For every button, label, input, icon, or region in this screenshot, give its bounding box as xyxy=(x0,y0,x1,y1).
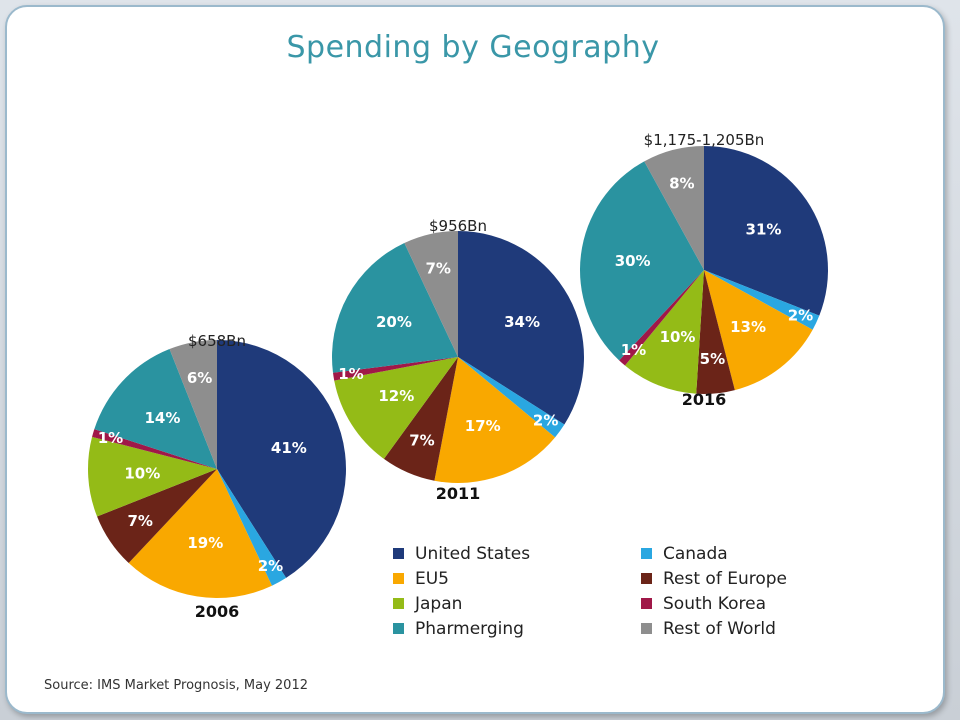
slice-label-2006-eu5: 19% xyxy=(187,534,223,552)
total-label-2011: $956Bn xyxy=(429,217,487,235)
slice-2016-canada xyxy=(704,270,820,330)
slice-2006-rest-of-europe xyxy=(97,469,217,564)
slice-label-2011-eu5: 17% xyxy=(465,417,501,435)
slice-label-2011-rest-of-world: 7% xyxy=(425,259,450,277)
slice-label-2006-united-states: 41% xyxy=(271,439,307,457)
slice-label-2016-japan: 10% xyxy=(660,328,696,346)
pie-2016: 31% 2% 13% 5%10% 1% 30% 8% $1,175-1,205Bn 2016 xyxy=(580,131,828,409)
slice-2006-pharmerging xyxy=(94,349,217,469)
slice-label-2011-south-korea: 1% xyxy=(338,365,363,383)
year-label-2006: 2006 xyxy=(195,602,240,621)
legend-item-united-states: United States xyxy=(393,542,641,565)
slice-label-2006-japan: 10% xyxy=(124,465,160,483)
legend-swatch xyxy=(641,548,652,559)
slice-2011-japan xyxy=(334,357,458,459)
legend-label: Japan xyxy=(415,593,463,614)
slice-label-2011-japan: 12% xyxy=(378,387,414,405)
slice-2016-rest-of-world xyxy=(644,146,704,270)
slice-2011-pharmerging xyxy=(332,242,458,373)
legend-item-japan: Japan xyxy=(393,592,641,615)
legend-label: Rest of Europe xyxy=(663,568,788,589)
slice-2016-south-korea xyxy=(619,270,704,366)
legend-item-rest-of-europe: Rest of Europe xyxy=(641,567,831,590)
slice-2006-japan xyxy=(88,436,218,517)
pie-2006: 41% 2% 19% 7% 10%1% 14% 6% $658Bn 2006 xyxy=(88,332,346,621)
slice-label-2016-rest-of-europe: 5% xyxy=(700,350,725,368)
slice-label-2016-south-korea: 1% xyxy=(621,341,646,359)
slice-label-2011-pharmerging: 20% xyxy=(376,313,412,331)
slice-2016-rest-of-europe xyxy=(696,270,735,394)
legend-item-south-korea: South Korea xyxy=(641,592,831,615)
slice-label-2011-canada: 2% xyxy=(533,412,558,430)
pie-2011: 34% 2% 17% 7% 12% 1% 20% 7% $956Bn 2011 xyxy=(332,217,584,503)
slice-2011-canada xyxy=(458,357,565,438)
page-title: Spending by Geography xyxy=(286,30,660,65)
legend-swatch xyxy=(641,598,652,609)
legend-swatch xyxy=(393,548,404,559)
slice-label-2006-south-korea: 1% xyxy=(98,429,123,447)
slice-label-2016-canada: 2% xyxy=(788,306,813,324)
slice-label-2006-rest-of-europe: 7% xyxy=(127,512,152,530)
slice-2006-united-states xyxy=(217,340,346,578)
legend-label: United States xyxy=(415,543,531,564)
slice-label-2016-united-states: 31% xyxy=(746,221,782,239)
legend-label: Rest of World xyxy=(663,618,776,639)
legend-swatch xyxy=(641,573,652,584)
legend-label: Pharmerging xyxy=(415,618,524,639)
legend-label: Canada xyxy=(663,543,728,564)
slice-2016-pharmerging xyxy=(580,161,704,361)
slice-2011-rest-of-world xyxy=(404,231,458,357)
slice-2011-eu5 xyxy=(434,357,556,483)
legend-item-pharmerging: Pharmerging xyxy=(393,617,641,640)
slice-label-2011-rest-of-europe: 7% xyxy=(409,431,434,449)
slice-2016-eu5 xyxy=(704,270,813,391)
legend-swatch xyxy=(393,573,404,584)
legend-label: EU5 xyxy=(415,568,449,589)
slice-label-2016-rest-of-world: 8% xyxy=(669,175,694,193)
legend-item-canada: Canada xyxy=(641,542,831,565)
slice-2006-canada xyxy=(217,469,287,586)
slice-label-2016-eu5: 13% xyxy=(730,318,766,336)
slice-label-2011-united-states: 34% xyxy=(504,313,540,331)
total-label-2006: $658Bn xyxy=(188,332,246,350)
legend-swatch xyxy=(641,623,652,634)
slice-2011-united-states xyxy=(458,231,584,425)
slice-2011-south-korea xyxy=(332,357,458,381)
slice-2016-united-states xyxy=(704,146,828,316)
legend-swatch xyxy=(393,623,404,634)
slice-2006-south-korea xyxy=(92,429,217,469)
year-label-2016: 2016 xyxy=(682,390,727,409)
legend-swatch xyxy=(393,598,404,609)
slice-label-2006-rest-of-world: 6% xyxy=(187,369,212,387)
slice-2011-rest-of-europe xyxy=(383,357,458,481)
legend-label: South Korea xyxy=(663,593,767,614)
slice-2016-japan xyxy=(624,270,704,394)
slice-2006-rest-of-world xyxy=(169,340,217,469)
slice-2006-eu5 xyxy=(128,469,272,598)
legend-item-rest-of-world: Rest of World xyxy=(641,617,831,640)
total-label-2016: $1,175-1,205Bn xyxy=(644,131,765,149)
year-label-2011: 2011 xyxy=(436,484,481,503)
source-note: Source: IMS Market Prognosis, May 2012 xyxy=(44,678,308,693)
slice-label-2016-pharmerging: 30% xyxy=(615,252,651,270)
legend: United States Canada EU5 Rest of Europe Japa… xyxy=(393,542,833,640)
slice-label-2006-canada: 2% xyxy=(258,557,283,575)
legend-item-eu5: EU5 xyxy=(393,567,641,590)
slice-label-2006-pharmerging: 14% xyxy=(145,409,181,427)
